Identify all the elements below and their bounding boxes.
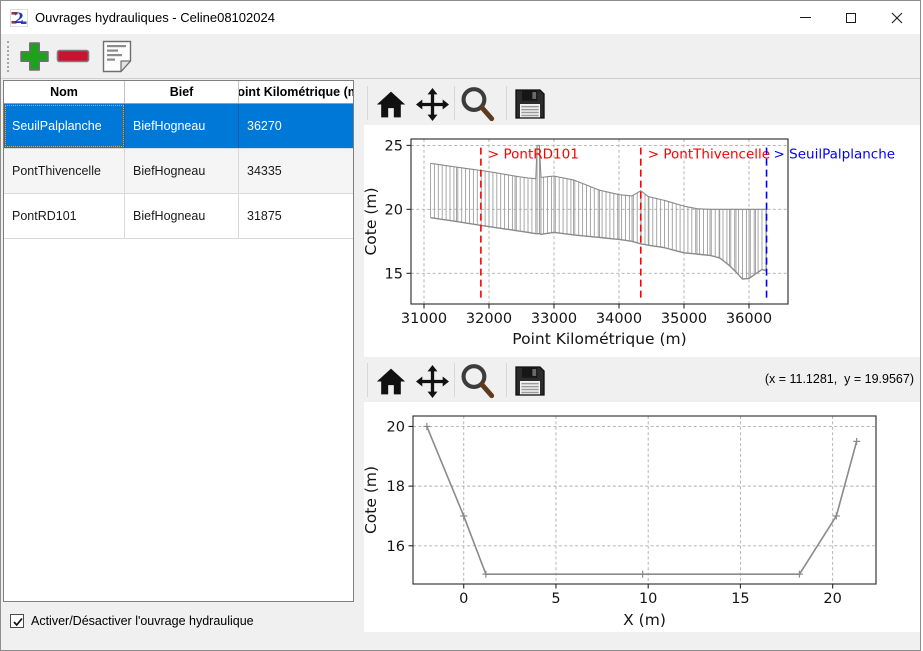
table-cell[interactable]: 36270 [247, 119, 282, 133]
svg-text:20: 20 [385, 202, 403, 218]
plot-pan-button[interactable] [412, 361, 452, 401]
activate-checkbox-label: Activer/Désactiver l'ouvrage hydraulique [31, 614, 254, 628]
ouvrages-table: Nom Bief Point Kilométrique (m) SeuilPal… [3, 80, 354, 602]
svg-text:5: 5 [551, 591, 560, 607]
table-cell[interactable]: BiefHogneau [125, 149, 239, 193]
section-plot-toolbar: (x = 11.1281, y = 19.9567) [361, 358, 920, 402]
svg-text:X (m): X (m) [623, 611, 666, 629]
svg-text:25: 25 [385, 138, 403, 154]
column-header-pk[interactable]: Point Kilométrique (m) [239, 85, 353, 99]
window-title: Ouvrages hydrauliques - Celine08102024 [35, 10, 275, 25]
svg-text:Point Kilométrique (m): Point Kilométrique (m) [512, 330, 686, 348]
svg-text:15: 15 [731, 591, 749, 607]
table-row[interactable]: PontThivencelle BiefHogneau 34335 [4, 149, 353, 194]
table-cell[interactable]: 31875 [247, 209, 282, 223]
svg-text:2: 2 [14, 11, 24, 27]
svg-text:10: 10 [639, 591, 657, 607]
home-icon [376, 91, 406, 117]
plot-home-button[interactable] [371, 84, 411, 124]
table-row[interactable]: SeuilPalplanche BiefHogneau 36270 [4, 104, 353, 149]
titlebar: 2 Ouvrages hydrauliques - Celine08102024 [1, 1, 920, 34]
close-icon [891, 12, 903, 23]
add-ouvrage-button[interactable] [15, 37, 53, 75]
table-cell[interactable]: SeuilPalplanche [4, 104, 125, 148]
svg-text:> PontThivencelle: > PontThivencelle [648, 147, 770, 163]
toolbar-drag-handle[interactable] [7, 41, 9, 72]
svg-text:16: 16 [387, 539, 405, 555]
svg-text:> SeuilPalplanche: > SeuilPalplanche [774, 147, 896, 163]
svg-text:35000: 35000 [661, 311, 707, 327]
profile-plot-toolbar [361, 81, 920, 125]
plus-icon [19, 41, 49, 71]
plot-home-button[interactable] [371, 361, 411, 401]
profile-plot-canvas[interactable]: > PontRD101 > PontThivencelle > SeuilPalpl… [362, 125, 920, 357]
table-cell[interactable]: PontRD101 [4, 194, 125, 238]
table-cell[interactable]: 34335 [247, 164, 282, 178]
plot-pan-button[interactable] [412, 84, 452, 124]
plot-save-button[interactable] [510, 84, 550, 124]
minus-icon [56, 49, 90, 63]
desktop-edge-sliver [921, 0, 923, 651]
pan-icon [415, 87, 449, 121]
svg-text:20: 20 [823, 591, 841, 607]
svg-text:18: 18 [387, 479, 405, 495]
document-icon [102, 40, 132, 72]
svg-text:31000: 31000 [401, 311, 447, 327]
plot-save-button[interactable] [510, 361, 550, 401]
svg-text:0: 0 [459, 591, 468, 607]
maximize-icon [846, 12, 856, 23]
minimize-button[interactable] [782, 1, 828, 34]
svg-text:15: 15 [385, 266, 403, 282]
close-button[interactable] [874, 1, 920, 34]
cursor-coordinates-readout: (x = 11.1281, y = 19.9567) [764, 372, 914, 386]
footer-bar: Activer/Désactiver l'ouvrage hydraulique [1, 602, 358, 651]
pan-icon [415, 364, 449, 398]
table-cell[interactable]: BiefHogneau [125, 194, 239, 238]
activate-checkbox[interactable] [10, 614, 24, 628]
column-header-bief[interactable]: Bief [125, 81, 239, 103]
svg-text:32000: 32000 [466, 311, 512, 327]
delete-ouvrage-button[interactable] [54, 37, 92, 75]
checkmark-icon [12, 617, 23, 626]
table-cell[interactable]: PontThivencelle [4, 149, 125, 193]
svg-text:Cote (m): Cote (m) [364, 466, 380, 534]
column-header-nom[interactable]: Nom [4, 81, 125, 103]
maximize-button[interactable] [828, 1, 874, 34]
edit-notes-button[interactable] [98, 37, 136, 75]
svg-text:20: 20 [387, 419, 405, 435]
table-row[interactable]: PontRD101 BiefHogneau 31875 [4, 194, 353, 239]
zoom-icon [460, 363, 494, 398]
zoom-icon [460, 86, 494, 121]
pamhyr2-app-icon: 2 [10, 9, 28, 27]
svg-text:34000: 34000 [596, 311, 642, 327]
svg-text:> PontRD101: > PontRD101 [488, 147, 579, 163]
save-icon [515, 366, 545, 396]
svg-text:Cote (m): Cote (m) [364, 187, 380, 255]
plot-zoom-button[interactable] [457, 84, 497, 124]
table-header: Nom Bief Point Kilométrique (m) [4, 81, 353, 104]
table-cell[interactable]: BiefHogneau [125, 104, 239, 148]
home-icon [376, 368, 406, 394]
section-plot-canvas[interactable]: 0 5 10 15 20 16 18 20 X (m) Cote (m) [362, 402, 920, 632]
minimize-icon [799, 16, 811, 19]
plot-zoom-button[interactable] [457, 361, 497, 401]
table-body: SeuilPalplanche BiefHogneau 36270 PontThive… [4, 104, 353, 239]
svg-text:36000: 36000 [726, 311, 772, 327]
main-toolbar [1, 34, 920, 79]
save-icon [515, 89, 545, 119]
svg-text:33000: 33000 [531, 311, 577, 327]
